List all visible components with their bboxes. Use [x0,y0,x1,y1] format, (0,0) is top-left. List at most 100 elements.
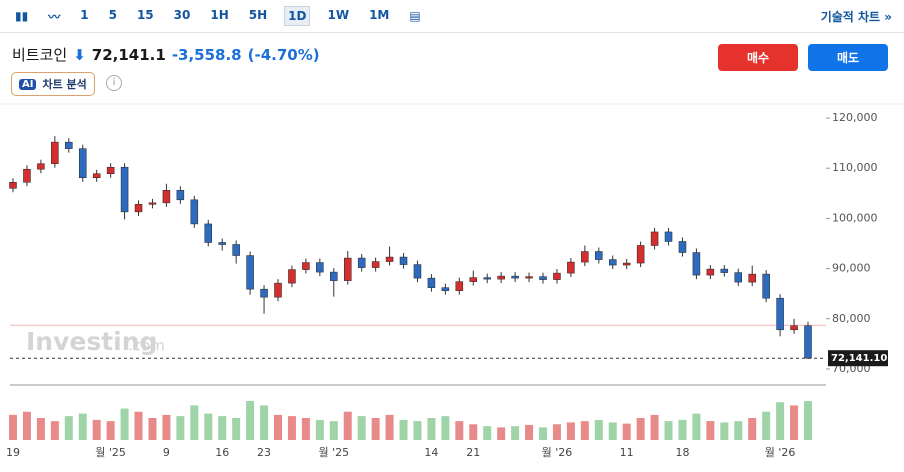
buy-button[interactable]: 매수 [718,44,798,71]
volume-bar [622,423,631,440]
candle-body [78,148,87,179]
volume-bar [190,405,199,440]
candle-body [385,256,394,262]
volume-bar [608,422,617,440]
candle-body [483,277,491,280]
candle-body [120,166,129,213]
x-tick-label: 23 [257,446,271,459]
volume-bar [232,418,241,440]
volume-bar [120,408,129,440]
volume-bar [706,421,715,440]
candle-body [595,251,603,260]
candle-body [790,325,798,331]
candle-body [636,245,645,264]
candle-body [204,223,213,243]
x-tick-label: 18 [675,446,689,459]
volume-bar [748,418,757,440]
x-tick-label: 11 [620,446,634,459]
watermark: Investing [26,327,157,356]
candle-body [288,269,296,284]
toolbar: ▮▮ 〰 1 5 15 30 1H 5H 1D 1W 1M ▤ 기술적 차트 » [0,0,904,33]
volume-bar [64,416,73,440]
interval-button[interactable]: 1 [80,8,89,22]
interval-button[interactable]: 30 [173,8,191,22]
volume-bar [413,421,422,440]
volume-bar [580,421,589,440]
info-icon[interactable]: i [106,75,122,91]
candle-body [232,244,240,256]
candle-body [134,204,143,213]
y-tick-label: 80,000 [832,312,871,325]
volume-bar [218,416,227,440]
volume-bar [260,405,269,440]
candle-body [106,166,115,174]
candle-body [497,275,505,280]
volume-bar [483,426,492,440]
candle-body [316,262,324,273]
volume-bar [776,402,785,440]
x-tick-label: 14 [424,446,438,459]
line-icon[interactable]: 〰 [48,9,61,24]
x-tick-label: 월 '26 [765,446,796,459]
interval-button[interactable]: 1H [210,8,229,22]
candle-body [441,287,450,291]
candle-body [427,277,436,288]
candle-body [343,257,352,281]
candle-body [469,277,478,282]
candle-body [23,168,31,183]
volume-bar [734,421,743,440]
volume-bar [204,413,213,440]
volume-bar [636,418,645,440]
sell-button[interactable]: 매도 [808,44,888,71]
intervals: 1 5 15 30 1H 5H 1D 1W 1M [63,6,392,26]
candle-body [148,202,157,205]
y-tick-label: 120,000 [832,111,878,124]
candle-body [539,276,547,280]
volume-bar [552,424,561,440]
volume-bar [343,411,352,440]
volume-bar [469,424,478,440]
y-tick-label: 90,000 [832,262,871,275]
interval-button[interactable]: 5H [248,8,268,22]
candle-body [190,199,199,225]
volume-bar [106,421,115,440]
candle-body [65,141,73,149]
volume-bar [357,416,366,440]
candle-body [525,276,533,279]
candle-body [274,282,282,298]
x-tick-label: 월 '25 [318,446,349,459]
tech-chart-link[interactable]: 기술적 차트 » [820,10,892,24]
candle-body [176,190,185,201]
candle-body [37,163,45,170]
volume-bar [427,418,436,440]
change: -3,558.8 [171,46,242,64]
layout-icon[interactable]: ▤ [409,9,421,23]
candle-body [748,273,756,283]
candle-body [413,264,422,279]
candle-body [92,173,101,179]
interval-button[interactable]: 1M [369,8,390,22]
interval-button[interactable]: 15 [136,8,154,22]
x-tick-label: 19 [6,446,20,459]
volume-bar [329,421,338,440]
x-tick-label: 월 '25 [95,446,126,459]
candle-body [650,231,659,246]
interval-button[interactable]: 1W [327,8,350,22]
candle-body [511,275,519,279]
volume-bar [762,411,771,440]
volume-bar [9,414,17,440]
x-tick-label: 월 '26 [542,446,573,459]
candle-icon[interactable]: ▮▮ [15,9,29,23]
volume-bar [441,416,450,440]
candle-body [399,256,408,265]
candle-body [162,190,171,204]
volume-bar [134,411,143,440]
interval-button[interactable]: 5 [108,8,117,22]
candle-body [804,325,812,359]
candle-body [622,262,631,266]
ai-button[interactable]: AI 차트 분석 [11,72,95,96]
candle-body [51,141,59,164]
interval-button[interactable]: 1D [284,6,311,26]
